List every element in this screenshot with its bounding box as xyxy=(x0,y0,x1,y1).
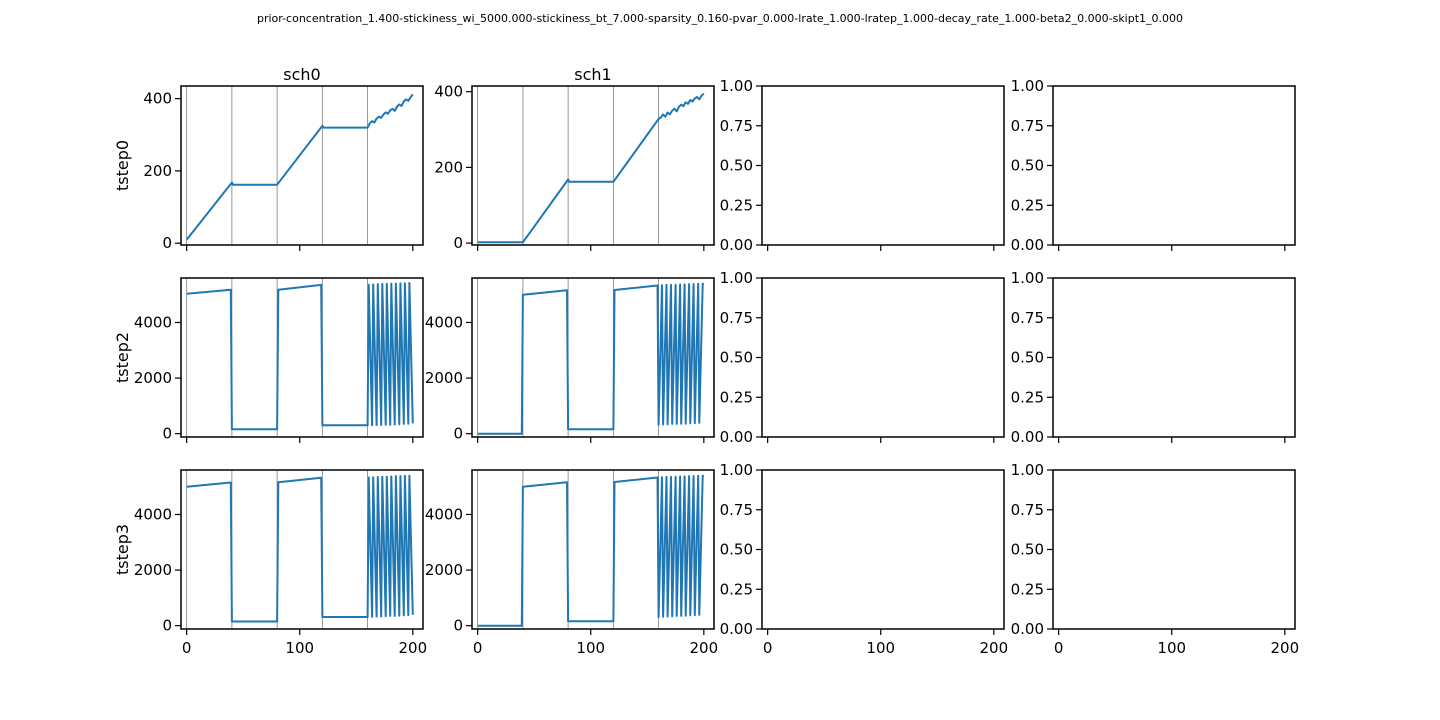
y-tick-label: 0.50 xyxy=(1011,349,1044,367)
figure-suptitle: prior-concentration_1.400-stickiness_wi_… xyxy=(256,12,1184,25)
row-label: tstep3 xyxy=(113,524,132,575)
y-tick-label: 1.00 xyxy=(1011,269,1044,287)
y-tick-label: 0.50 xyxy=(1011,157,1044,175)
y-tick-label: 0 xyxy=(453,234,463,252)
y-tick-label: 0.25 xyxy=(1011,388,1044,406)
x-tick-label: 100 xyxy=(1157,639,1186,657)
series-line xyxy=(186,282,414,431)
y-tick-label: 0 xyxy=(453,617,463,635)
y-tick-label: 0.75 xyxy=(720,501,753,519)
x-tick-label: 100 xyxy=(576,639,605,657)
y-tick-label: 0 xyxy=(453,425,463,443)
y-tick-label: 0 xyxy=(162,234,172,252)
y-tick-label: 1.00 xyxy=(720,461,753,479)
y-tick-label: 0.50 xyxy=(720,157,753,175)
y-tick-label: 0 xyxy=(162,425,172,443)
y-tick-label: 0.00 xyxy=(1011,428,1044,446)
axes-frame xyxy=(1052,469,1296,630)
x-tick-label: 200 xyxy=(1271,639,1300,657)
x-tick-label: 100 xyxy=(866,639,895,657)
x-tick-label: 200 xyxy=(690,639,719,657)
x-tick-label: 0 xyxy=(763,639,773,657)
y-tick-label: 1.00 xyxy=(1011,77,1044,95)
y-tick-label: 400 xyxy=(143,90,172,108)
series-line xyxy=(477,282,704,435)
series-line xyxy=(186,474,414,623)
axes-frame xyxy=(180,277,424,438)
y-tick-label: 0.00 xyxy=(1011,236,1044,254)
y-tick-label: 0.75 xyxy=(1011,117,1044,135)
x-tick-label: 0 xyxy=(1054,639,1064,657)
column-title: sch0 xyxy=(283,65,320,84)
axes-frame xyxy=(761,469,1005,630)
series-line xyxy=(185,93,414,241)
y-tick-label: 0.75 xyxy=(720,117,753,135)
column-title: sch1 xyxy=(574,65,611,84)
series-line xyxy=(477,92,705,244)
row-label: tstep2 xyxy=(113,332,132,383)
y-tick-label: 0.00 xyxy=(720,236,753,254)
y-tick-label: 1.00 xyxy=(720,269,753,287)
y-tick-label: 0.25 xyxy=(1011,196,1044,214)
y-tick-label: 2000 xyxy=(134,561,172,579)
y-tick-label: 1.00 xyxy=(1011,461,1044,479)
y-tick-label: 0.50 xyxy=(720,349,753,367)
axes-frame xyxy=(1052,277,1296,438)
x-tick-label: 200 xyxy=(399,639,428,657)
y-tick-label: 0.25 xyxy=(720,580,753,598)
y-tick-label: 0.50 xyxy=(1011,541,1044,559)
y-tick-label: 0.75 xyxy=(720,309,753,327)
y-tick-label: 4000 xyxy=(134,505,172,523)
y-tick-label: 4000 xyxy=(425,313,463,331)
x-tick-label: 0 xyxy=(182,639,192,657)
y-tick-label: 0.00 xyxy=(1011,620,1044,638)
y-tick-label: 0.50 xyxy=(720,541,753,559)
y-tick-label: 0.25 xyxy=(720,388,753,406)
y-tick-label: 200 xyxy=(143,162,172,180)
axes-frame xyxy=(180,85,424,246)
x-tick-label: 0 xyxy=(473,639,483,657)
x-tick-label: 100 xyxy=(285,639,314,657)
y-tick-label: 0.00 xyxy=(720,428,753,446)
row-label: tstep0 xyxy=(113,140,132,191)
y-tick-label: 0.00 xyxy=(720,620,753,638)
y-tick-label: 0.25 xyxy=(1011,580,1044,598)
y-tick-label: 200 xyxy=(434,158,463,176)
y-tick-label: 0 xyxy=(162,617,172,635)
x-tick-label: 200 xyxy=(980,639,1009,657)
y-tick-label: 4000 xyxy=(134,313,172,331)
y-tick-label: 4000 xyxy=(425,505,463,523)
axes-frame xyxy=(471,85,715,246)
y-tick-label: 2000 xyxy=(425,369,463,387)
series-line xyxy=(477,474,704,627)
y-tick-label: 0.75 xyxy=(1011,309,1044,327)
axes-frame xyxy=(180,469,424,630)
axes-frame xyxy=(1052,85,1296,246)
axes-frame xyxy=(761,85,1005,246)
y-tick-label: 1.00 xyxy=(720,77,753,95)
y-tick-label: 400 xyxy=(434,83,463,101)
axes-frame xyxy=(471,469,715,630)
y-tick-label: 2000 xyxy=(425,561,463,579)
y-tick-label: 2000 xyxy=(134,369,172,387)
y-tick-label: 0.25 xyxy=(720,196,753,214)
axes-frame xyxy=(761,277,1005,438)
axes-frame xyxy=(471,277,715,438)
y-tick-label: 0.75 xyxy=(1011,501,1044,519)
